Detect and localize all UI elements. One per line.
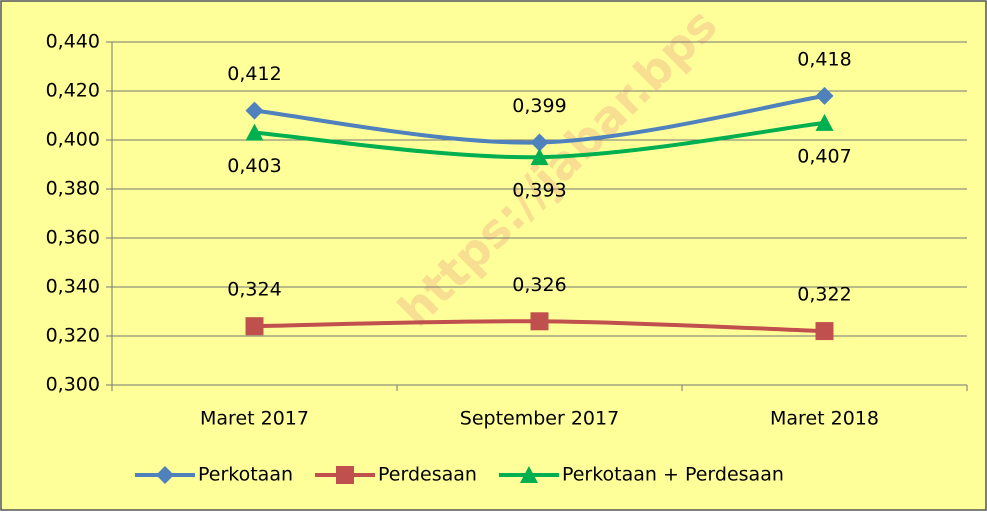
data-label: 0,418	[797, 48, 851, 70]
marker	[156, 466, 174, 484]
x-tick-label: Maret 2018	[770, 408, 879, 430]
data-label: 0,412	[227, 63, 281, 85]
y-tick-label: 0,360	[46, 227, 100, 249]
marker	[530, 312, 549, 331]
y-tick-label: 0,320	[46, 325, 100, 347]
x-tick-label: September 2017	[460, 408, 619, 430]
legend-label: Perkotaan + Perdesaan	[562, 464, 784, 486]
y-tick-label: 0,420	[46, 80, 100, 102]
marker	[245, 317, 264, 336]
data-label: 0,393	[512, 180, 566, 202]
y-tick-label: 0,340	[46, 276, 100, 298]
marker	[336, 466, 355, 484]
y-tick-label: 0,400	[46, 129, 100, 151]
data-label: 0,322	[797, 284, 851, 306]
marker	[530, 133, 549, 152]
y-tick-label: 0,300	[46, 374, 100, 396]
marker	[530, 148, 549, 166]
y-tick-label: 0,440	[46, 31, 100, 53]
y-tick-label: 0,380	[46, 178, 100, 200]
data-label: 0,407	[797, 145, 851, 167]
data-label: 0,399	[512, 95, 566, 117]
legend-label: Perkotaan	[198, 464, 293, 486]
marker	[815, 86, 834, 105]
marker	[245, 123, 264, 141]
data-label: 0,403	[227, 155, 281, 177]
data-label: 0,326	[512, 274, 566, 296]
marker	[519, 466, 538, 483]
marker	[815, 322, 834, 341]
marker	[245, 101, 264, 120]
x-tick-label: Maret 2017	[200, 408, 309, 430]
legend-label: Perdesaan	[378, 464, 477, 486]
marker	[815, 113, 834, 131]
data-label: 0,324	[227, 279, 281, 301]
